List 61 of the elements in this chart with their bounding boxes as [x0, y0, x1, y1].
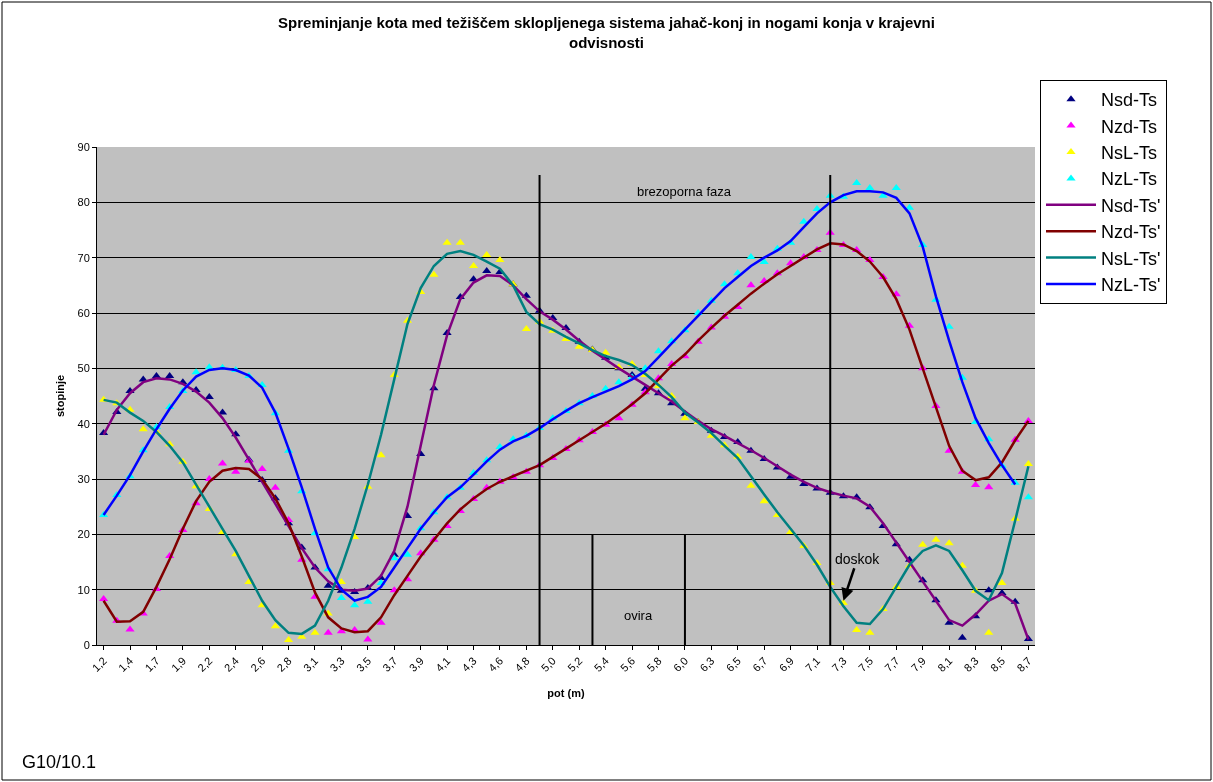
x-tick-label: 2,6 — [248, 654, 268, 674]
x-tick-label: 3,3 — [327, 654, 347, 674]
y-axis-title: stopinje — [54, 374, 67, 418]
legend-label: Nzd-Ts' — [1101, 222, 1161, 243]
x-tick-label: 8,3 — [961, 654, 981, 674]
x-tick-label: 6,7 — [750, 654, 770, 674]
legend-label: Nzd-Ts — [1101, 116, 1158, 137]
y-tick-label: 90 — [77, 140, 90, 153]
x-tick-label: 1,2 — [89, 654, 109, 674]
text: G10/10.1 — [22, 752, 97, 772]
chart-title: Spreminjanje kota med težiščem sklopljenega sistema jahač-konj in nogami konja v krajevni odvisnosti — [278, 14, 935, 51]
x-tick-label: 5,2 — [565, 654, 585, 674]
y-tick-label: 60 — [77, 306, 90, 319]
x-tick-label: 6,9 — [776, 654, 796, 674]
x-tick-label: 3,1 — [300, 654, 321, 674]
y-tick-label: 0 — [83, 638, 90, 651]
x-tick-label: 7,3 — [829, 654, 849, 674]
x-tick-label: 3,9 — [406, 654, 426, 674]
x-tick-label: 1,7 — [142, 654, 162, 674]
x-tick-label: 4,8 — [512, 654, 532, 674]
x-tick-label: 4,3 — [459, 654, 479, 674]
x-tick-label: 7,5 — [855, 654, 876, 674]
legend-label: Nsd-Ts' — [1101, 195, 1161, 216]
x-tick-label: 7,1 — [803, 654, 823, 674]
legend-label: NzL-Ts — [1101, 169, 1158, 190]
x-tick-label: 4,1 — [433, 654, 453, 674]
x-tick-label: 4,6 — [485, 654, 506, 674]
x-tick-label: 1,9 — [168, 654, 189, 674]
x-tick-label: 8,5 — [987, 654, 1008, 674]
y-tick-label: 80 — [77, 196, 90, 209]
y-tick-label: 50 — [77, 362, 90, 375]
x-tick-label: 1,4 — [116, 654, 136, 674]
x-tick-label: 3,7 — [380, 654, 400, 674]
x-tick-label: 6,0 — [670, 654, 691, 674]
y-tick-label: 30 — [77, 472, 90, 485]
x-tick-label: 2,8 — [274, 654, 294, 674]
legend-label: NzL-Ts' — [1101, 275, 1161, 296]
x-tick-label: 7,7 — [882, 654, 902, 674]
x-tick-label: 2,2 — [195, 654, 215, 674]
y-tick-label: 40 — [77, 417, 90, 430]
legend-label: Nsd-Ts — [1101, 90, 1158, 111]
legend-label: NsL-Ts' — [1101, 248, 1161, 269]
x-tick-label: 6,3 — [697, 654, 717, 674]
x-tick-label: 3,5 — [353, 654, 374, 674]
annotation: brezoporna faza — [637, 184, 732, 199]
annotation: doskok — [835, 551, 881, 567]
x-tick-label: 6,5 — [723, 654, 744, 674]
x-axis-title: pot (m) — [547, 687, 585, 700]
x-tick-label: 5,6 — [618, 654, 638, 674]
x-tick-label: 5,4 — [591, 654, 611, 674]
x-tick-label: 5,8 — [644, 654, 664, 674]
x-tick-label: 8,1 — [935, 654, 955, 674]
x-tick-label: 7,9 — [908, 654, 928, 674]
x-tick-label: 2,4 — [221, 654, 242, 674]
y-tick-label: 20 — [77, 528, 90, 541]
x-tick-label: 5,0 — [538, 654, 559, 674]
legend-label: NsL-Ts — [1101, 143, 1158, 164]
annotation: ovira — [624, 608, 653, 623]
y-tick-label: 10 — [77, 583, 90, 596]
x-tick-label: 8,7 — [1014, 654, 1034, 674]
y-tick-label: 70 — [77, 251, 90, 264]
